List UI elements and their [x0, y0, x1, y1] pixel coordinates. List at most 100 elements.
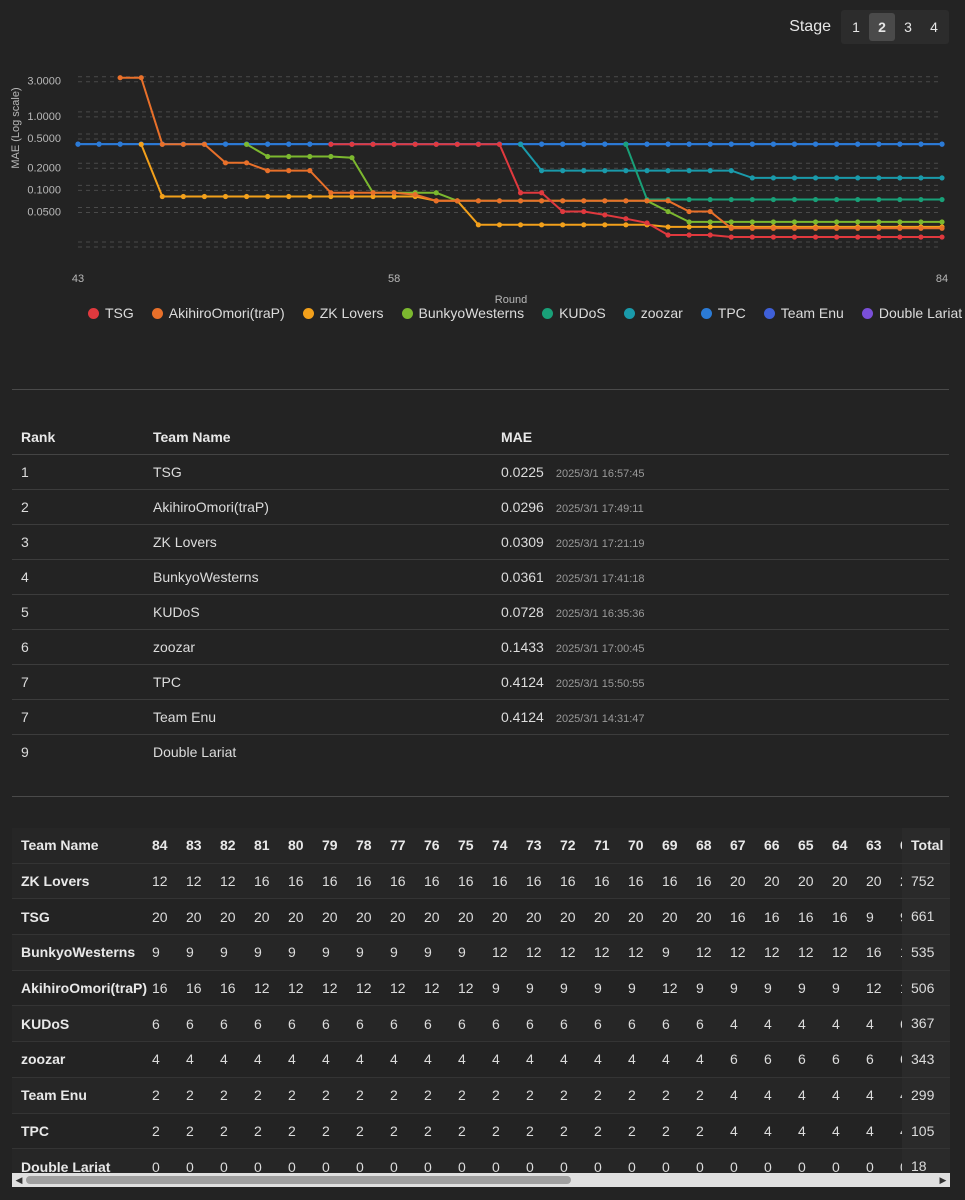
- data-point: [581, 222, 587, 228]
- data-point: [939, 141, 945, 147]
- score-cell: 6: [628, 1005, 662, 1043]
- scrollbar-thumb[interactable]: [26, 1176, 571, 1184]
- legend-item-team-enu[interactable]: Team Enu: [763, 305, 844, 321]
- data-point: [307, 153, 313, 160]
- score-cell: 9: [594, 970, 628, 1007]
- series-kudos: [623, 141, 945, 203]
- data-point: [812, 141, 819, 147]
- score-cell: 9: [764, 970, 798, 1007]
- scroll-left-icon[interactable]: ◀: [15, 1175, 23, 1185]
- score-cell: 16: [458, 863, 492, 900]
- ranking-row: 7 Team Enu 0.4124 2025/3/1 14:31:47: [12, 699, 949, 735]
- legend-label: AkihiroOmori(traP): [168, 305, 285, 321]
- team-name-cell: TSG: [144, 454, 492, 490]
- mae-value: 0.4124: [501, 709, 544, 725]
- score-cell: 20: [866, 863, 900, 900]
- data-point: [876, 219, 882, 225]
- score-team-name: AkihiroOmori(traP): [12, 970, 152, 1007]
- legend-item-zoozar[interactable]: zoozar: [623, 305, 683, 321]
- data-point: [834, 196, 840, 203]
- score-cell: 16: [560, 863, 594, 900]
- legend-item-kudos[interactable]: KUDoS: [542, 305, 606, 321]
- score-row: BunkyoWesterns 9 9 9 9 9 9 9 9 9 9 12 12 12 12 12 9 12 12 1…: [12, 934, 934, 971]
- x-tick-label: 43: [72, 273, 84, 285]
- data-point: [222, 193, 229, 200]
- data-point: [623, 222, 629, 228]
- data-point: [707, 232, 713, 238]
- data-point: [707, 196, 713, 203]
- score-cell: 9: [424, 934, 458, 971]
- data-point: [665, 232, 671, 238]
- scroll-right-icon[interactable]: ▶: [939, 1175, 947, 1185]
- score-cell: 4: [594, 1041, 628, 1078]
- score-cell: 6: [764, 1041, 798, 1078]
- data-point: [897, 196, 903, 203]
- data-point: [623, 168, 629, 174]
- team-name-cell: AkihiroOmori(traP): [144, 489, 492, 525]
- legend-label: TPC: [717, 305, 746, 321]
- legend-item-tpc[interactable]: TPC: [700, 305, 746, 321]
- score-cell: 2: [560, 1113, 594, 1150]
- data-point: [581, 141, 587, 147]
- data-point: [75, 141, 81, 147]
- data-point: [602, 222, 608, 228]
- score-cell: 4: [492, 1041, 526, 1078]
- data-point: [665, 198, 671, 204]
- stage-button-3[interactable]: 3: [904, 19, 912, 35]
- data-point: [749, 234, 755, 240]
- series-zk-lovers: [138, 141, 945, 230]
- score-cell: 2: [356, 1077, 390, 1114]
- score-cell: 2: [628, 1077, 662, 1114]
- chart-legend: TSG AkihiroOmori(traP) ZK Lovers BunkyoWest…: [88, 305, 962, 321]
- legend-item-akihiroomori-trap-[interactable]: AkihiroOmori(traP): [151, 305, 285, 321]
- stage-button-2[interactable]: 2: [869, 13, 895, 41]
- score-cell: 20: [526, 898, 560, 936]
- data-point: [770, 234, 777, 240]
- round-header: 72: [560, 828, 594, 864]
- legend-item-zk-lovers[interactable]: ZK Lovers: [302, 305, 384, 321]
- data-point: [791, 234, 798, 240]
- score-cell: 9: [730, 970, 764, 1007]
- data-point: [412, 191, 418, 198]
- data-point: [159, 141, 165, 147]
- data-point: [728, 168, 734, 174]
- score-table-container[interactable]: Team Name 84 83 82 81 80 79 78 77 76 75 74 73 72 71 70 6…: [12, 828, 950, 1190]
- stage-button-1[interactable]: 1: [852, 19, 860, 35]
- score-row: AkihiroOmori(traP) 16 16 16 12 12 12 12 12 12 12 9 9…: [12, 970, 934, 1007]
- legend-item-bunkyowesterns[interactable]: BunkyoWesterns: [401, 305, 524, 321]
- stage-button-4[interactable]: 4: [930, 19, 938, 35]
- score-cell: 2: [220, 1113, 254, 1150]
- score-cell: 16: [424, 863, 458, 900]
- score-cell: 6: [356, 1005, 390, 1043]
- score-cell: 6: [288, 1005, 322, 1043]
- score-cell: 9: [254, 934, 288, 971]
- score-cell: 12: [186, 863, 220, 900]
- horizontal-scrollbar[interactable]: ◀ ▶: [12, 1173, 950, 1187]
- round-header: 79: [322, 828, 356, 864]
- data-point: [265, 193, 271, 200]
- score-cell: 4: [696, 1041, 730, 1078]
- data-point: [707, 219, 713, 225]
- ranking-row: 9 Double Lariat: [12, 735, 949, 770]
- score-cell: 12: [730, 934, 764, 971]
- y-tick-label: 1.0000: [27, 111, 61, 123]
- legend-color-icon: [88, 307, 99, 319]
- data-point: [117, 75, 123, 81]
- score-cell: 9: [492, 970, 526, 1007]
- data-point: [243, 193, 250, 200]
- score-cell: 12: [594, 934, 628, 971]
- score-cell: 16: [594, 863, 628, 900]
- series-zoozar: [517, 141, 945, 181]
- data-point: [855, 175, 861, 181]
- data-point: [349, 190, 355, 196]
- score-team-name: TPC: [12, 1113, 152, 1150]
- legend-item-double-lariat[interactable]: Double Lariat: [861, 305, 962, 321]
- score-cell: 6: [662, 1005, 696, 1043]
- total-cell: 299: [902, 1078, 950, 1114]
- legend-item-tsg[interactable]: TSG: [88, 305, 134, 321]
- data-point: [539, 198, 545, 204]
- ranking-row: 3 ZK Lovers 0.0309 2025/3/1 17:21:19: [12, 524, 949, 560]
- score-cell: 12: [254, 970, 288, 1007]
- score-cell: 4: [458, 1041, 492, 1078]
- data-point: [876, 175, 882, 181]
